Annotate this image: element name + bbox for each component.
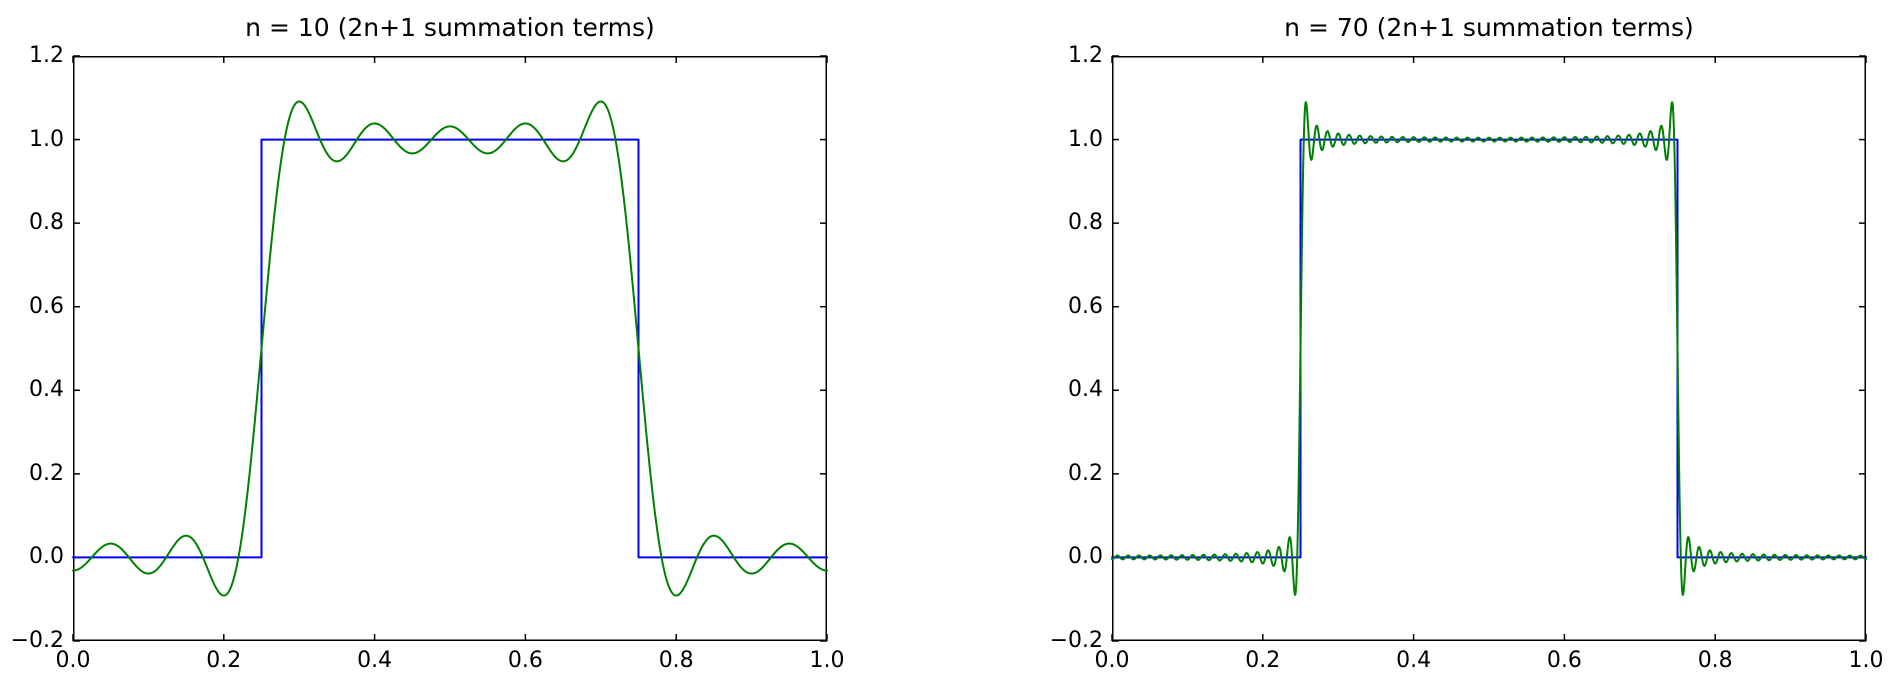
square-wave-target-line	[72, 138, 828, 559]
axes-spines	[73, 56, 827, 641]
plot-title-right: n = 70 (2n+1 summation terms)	[1284, 13, 1694, 42]
y-tick-label: 0.4	[1068, 377, 1103, 403]
y-tick-label: 0.0	[29, 544, 64, 570]
plot-area-right	[1111, 55, 1867, 642]
square-wave-target-line	[1111, 138, 1867, 559]
y-tick-label: 1.0	[1068, 126, 1103, 152]
axes-spines	[1112, 56, 1866, 641]
y-tick-label: −0.2	[1049, 628, 1103, 653]
y-tick-label: 0.6	[29, 293, 64, 319]
x-tick-label: 0.0	[1094, 648, 1130, 673]
plot-title-left: n = 10 (2n+1 summation terms)	[245, 13, 655, 42]
y-tick-label: 1.2	[1068, 43, 1103, 68]
fourier-partial-sum-line	[1111, 101, 1867, 596]
x-tick-label: 1.0	[809, 648, 845, 673]
y-tick-label: 0.6	[1068, 293, 1103, 319]
y-tick-label: 0.2	[1068, 460, 1103, 486]
y-tick-label: 0.2	[29, 460, 64, 486]
y-tick-label: 0.8	[29, 210, 64, 236]
subplot-right: n = 70 (2n+1 summation terms) 0.0 0.2 0.4 0…	[1050, 13, 1884, 673]
x-tick-label: 0.2	[206, 648, 242, 673]
x-tick-label: 0.4	[357, 648, 393, 673]
y-tick-label: 0.0	[1068, 544, 1103, 570]
y-tick-label: 0.4	[29, 377, 64, 403]
x-tick-label: 0.2	[1245, 648, 1281, 673]
y-tick-label: −0.2	[10, 628, 64, 653]
x-tick-label: 1.0	[1848, 648, 1884, 673]
y-tick-label: 1.0	[29, 126, 64, 152]
x-tick-label: 0.0	[55, 648, 91, 673]
subplot-left: n = 10 (2n+1 summation terms) 0.0 0.2 0.4 0…	[11, 13, 845, 673]
x-tick-label: 0.8	[658, 648, 694, 673]
y-tick-label: 1.2	[29, 43, 64, 68]
x-tick-label: 0.6	[507, 648, 543, 673]
y-tick-label: 0.8	[1068, 210, 1103, 236]
fourier-partial-sum-line	[72, 100, 828, 597]
x-tick-label: 0.8	[1697, 648, 1733, 673]
x-tick-label: 0.4	[1396, 648, 1432, 673]
plot-area-left	[72, 55, 828, 642]
x-tick-label: 0.6	[1546, 648, 1582, 673]
